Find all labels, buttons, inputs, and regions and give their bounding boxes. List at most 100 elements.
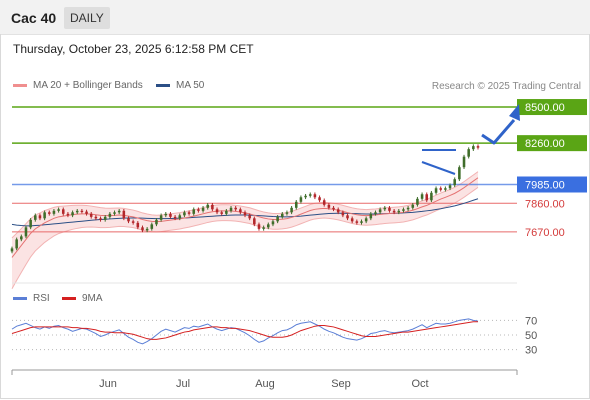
candle-body bbox=[57, 209, 60, 211]
candle-body bbox=[229, 207, 233, 211]
legend-ma50-label: MA 50 bbox=[176, 80, 205, 91]
candle-body bbox=[52, 210, 56, 214]
candle-body bbox=[85, 211, 88, 214]
candle-body bbox=[350, 218, 354, 222]
rsi-tick-label-70: 70 bbox=[525, 315, 537, 327]
candle-body bbox=[453, 179, 456, 186]
candle-body bbox=[346, 215, 349, 219]
candle-body bbox=[201, 207, 205, 211]
candle-body bbox=[131, 221, 135, 223]
candle-body bbox=[141, 227, 144, 231]
level-badge-7985.00 bbox=[517, 176, 587, 193]
candle-body bbox=[397, 210, 401, 213]
instrument-name: Cac 40 bbox=[11, 10, 57, 26]
candle-body bbox=[434, 188, 438, 193]
candle-body bbox=[308, 194, 312, 196]
candle-body bbox=[378, 209, 382, 213]
candle-body bbox=[159, 215, 163, 220]
candle-body bbox=[257, 224, 261, 229]
candle-body bbox=[197, 209, 200, 211]
candle-body bbox=[332, 207, 335, 210]
candle-body bbox=[402, 209, 405, 211]
candle-body bbox=[248, 215, 251, 219]
candle-body bbox=[75, 210, 79, 213]
candle-body bbox=[374, 212, 377, 214]
candle-body bbox=[234, 207, 237, 210]
candle-body bbox=[299, 197, 303, 202]
level-badge-8500.00 bbox=[517, 99, 587, 116]
level-label-7985.00: 7985.00 bbox=[525, 179, 565, 191]
candle-body bbox=[103, 216, 107, 220]
candle-body bbox=[24, 227, 28, 237]
candle-body bbox=[80, 210, 84, 213]
rsi-tick-label-50: 50 bbox=[525, 330, 537, 342]
candle-body bbox=[127, 218, 130, 222]
candle-body bbox=[117, 210, 121, 213]
candle-body bbox=[439, 188, 443, 190]
candle-body bbox=[416, 198, 419, 205]
projection-arrow-head bbox=[509, 104, 520, 121]
level-label-8260.00: 8260.00 bbox=[525, 138, 565, 150]
candle-body bbox=[108, 213, 112, 217]
candle-body bbox=[290, 207, 293, 213]
candle-body bbox=[285, 212, 289, 214]
candle-body bbox=[150, 224, 154, 229]
candle-body bbox=[29, 219, 32, 228]
legend-9ma-label: 9MA bbox=[82, 293, 103, 304]
x-tick-sep: Sep bbox=[331, 378, 351, 390]
legend-ma50-swatch bbox=[156, 84, 170, 87]
candle-body bbox=[360, 221, 363, 223]
candle-body bbox=[187, 212, 191, 214]
candle-body bbox=[388, 207, 391, 211]
candle-body bbox=[420, 194, 424, 199]
candle-body bbox=[411, 204, 415, 208]
candle-body bbox=[267, 224, 270, 228]
pattern-line-bottom bbox=[421, 161, 456, 175]
candle-body bbox=[178, 215, 182, 219]
candle-body bbox=[294, 201, 298, 208]
candle-body bbox=[15, 239, 18, 249]
candle-body bbox=[458, 167, 461, 180]
legend-ma20: MA 20 + Bollinger Bands bbox=[13, 80, 143, 91]
candle-body bbox=[47, 212, 51, 214]
timeframe-badge[interactable]: DAILY bbox=[64, 7, 110, 29]
candle-body bbox=[327, 204, 331, 208]
legend-ma50: MA 50 bbox=[156, 80, 204, 91]
candle-body bbox=[262, 227, 265, 229]
legend-rsi-swatch bbox=[13, 297, 27, 300]
candle-body bbox=[341, 212, 345, 216]
candle-body bbox=[136, 222, 140, 228]
candle-body bbox=[392, 210, 396, 213]
candle-body bbox=[318, 197, 321, 201]
legend-9ma: 9MA bbox=[62, 293, 103, 304]
candle-body bbox=[322, 200, 326, 205]
legend-rsi-label: RSI bbox=[33, 293, 50, 304]
candle-body bbox=[276, 216, 279, 222]
candle-body bbox=[304, 195, 307, 198]
x-tick-jul: Jul bbox=[176, 378, 190, 390]
research-credit: Research © 2025 Trading Central bbox=[431, 81, 581, 92]
bollinger-band-fill bbox=[12, 171, 478, 289]
candle-body bbox=[369, 213, 373, 219]
candle-body bbox=[336, 209, 340, 213]
candle-body bbox=[34, 215, 37, 220]
candle-body bbox=[467, 149, 470, 157]
candle-body bbox=[476, 146, 480, 148]
x-tick-oct: Oct bbox=[411, 378, 428, 390]
projection-arrow-path bbox=[481, 119, 516, 145]
candle-body bbox=[169, 213, 172, 217]
candle-body bbox=[425, 194, 429, 201]
candle-body bbox=[122, 210, 126, 219]
candle-body bbox=[383, 207, 387, 210]
candle-body bbox=[145, 228, 149, 231]
candle-body bbox=[155, 219, 158, 225]
candle-body bbox=[20, 236, 23, 240]
candle-body bbox=[215, 209, 219, 213]
candle-body bbox=[253, 218, 256, 225]
candle-body bbox=[462, 156, 466, 168]
candle-body bbox=[38, 215, 42, 219]
candle-body bbox=[472, 146, 475, 150]
candle-body bbox=[355, 221, 359, 223]
candle-body bbox=[313, 194, 317, 198]
legend-9ma-swatch bbox=[62, 297, 76, 300]
